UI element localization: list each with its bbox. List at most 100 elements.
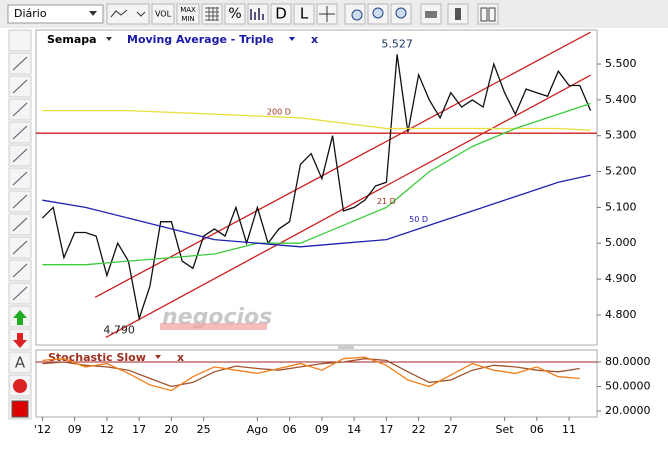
icon xyxy=(351,9,363,21)
percent-button[interactable] xyxy=(224,3,246,25)
icon xyxy=(395,7,407,19)
d-text: D xyxy=(275,5,287,23)
series-line xyxy=(42,174,591,248)
percent-text: % xyxy=(228,6,241,22)
series-label: 21 D xyxy=(377,197,396,206)
up-arrow-tool[interactable] xyxy=(13,310,27,325)
dropdown-arrow xyxy=(289,37,295,41)
y-tick-label: 20.0000 xyxy=(605,404,651,417)
y-tick-label: 5.400 xyxy=(605,93,637,106)
period-select[interactable] xyxy=(7,4,104,24)
period-text: Diário xyxy=(14,7,47,20)
main-frame xyxy=(35,29,598,346)
l-text: L xyxy=(300,5,309,23)
icon xyxy=(12,217,28,232)
x-tick-label: 11 xyxy=(562,423,576,436)
maxmin-button[interactable] xyxy=(176,3,200,25)
tool-button[interactable] xyxy=(8,29,32,52)
icon xyxy=(12,194,28,209)
icon xyxy=(372,7,384,19)
x-tick-label: 09 xyxy=(68,423,82,436)
trend-line xyxy=(94,31,591,298)
x-tick-label: 17 xyxy=(132,423,146,436)
y-tick-label: 4.900 xyxy=(605,272,637,285)
min-text: MIN xyxy=(181,15,194,23)
l-button[interactable] xyxy=(293,3,315,25)
y-tick-label: 50.0000 xyxy=(605,380,651,393)
series-label: 200 D xyxy=(267,107,291,116)
x-tick-label: 27 xyxy=(444,423,458,436)
line-type-button[interactable] xyxy=(106,3,150,25)
trend-line xyxy=(105,74,591,339)
dropdown-arrow xyxy=(155,355,161,359)
x-tick-label: 22 xyxy=(412,423,426,436)
icon xyxy=(12,148,28,163)
icon xyxy=(205,7,219,21)
watermark-bar xyxy=(160,323,267,330)
stochastic-label[interactable]: Stochastic Slow xyxy=(48,351,146,364)
y-tick-label: 5.300 xyxy=(605,129,637,142)
dropdown-arrow xyxy=(106,37,112,41)
icon xyxy=(12,263,28,278)
icon xyxy=(480,7,496,22)
vol-button[interactable] xyxy=(151,3,175,25)
icon xyxy=(12,171,28,186)
y-tick-label: 5.500 xyxy=(605,57,637,70)
down-arrow-tool[interactable] xyxy=(13,333,27,348)
indicator-label[interactable]: Moving Average - Triple xyxy=(127,33,274,46)
icon xyxy=(12,240,28,255)
y-tick-label: 80.0000 xyxy=(605,355,651,368)
x-tick-label: 20 xyxy=(164,423,178,436)
icon xyxy=(12,286,28,301)
icon xyxy=(12,56,28,71)
icon xyxy=(110,9,146,18)
x-tick-label: 12 xyxy=(100,423,114,436)
x-tick-label: 09 xyxy=(315,423,329,436)
icon xyxy=(455,8,461,20)
x-tick-label: 14 xyxy=(347,423,361,436)
max-text: MAX xyxy=(180,6,196,14)
y-tick-label: 5.200 xyxy=(605,165,637,178)
annotation: 4.790 xyxy=(103,323,135,336)
series-label: 50 D xyxy=(409,215,428,224)
close-indicator[interactable]: x xyxy=(311,33,318,46)
icon xyxy=(12,79,28,94)
x-tick-label: '12 xyxy=(34,423,51,436)
x-tick-label: Set xyxy=(496,423,515,436)
x-tick-label: 06 xyxy=(530,423,544,436)
book-button[interactable] xyxy=(477,3,499,25)
d-button[interactable] xyxy=(270,3,292,25)
tool-button[interactable] xyxy=(8,351,32,374)
series-line xyxy=(42,102,591,266)
lower-frame xyxy=(35,349,598,418)
y-tick-label: 4.800 xyxy=(605,308,637,321)
dropdown-arrow xyxy=(89,11,97,16)
close-stochastic[interactable]: x xyxy=(177,351,184,364)
y-tick-label: 5.000 xyxy=(605,236,637,249)
text-tool[interactable]: A xyxy=(15,354,26,372)
x-tick-label: 17 xyxy=(379,423,393,436)
icon xyxy=(425,11,437,18)
icon xyxy=(12,102,28,117)
color-tool[interactable] xyxy=(11,400,29,418)
series-line xyxy=(41,54,592,322)
x-tick-label: Ago xyxy=(247,423,269,436)
icon xyxy=(319,6,335,22)
delete-tool[interactable] xyxy=(13,379,27,393)
x-tick-label: 25 xyxy=(197,423,211,436)
icon xyxy=(12,125,28,140)
x-tick-label: 06 xyxy=(283,423,297,436)
annotation: 5.527 xyxy=(381,37,413,50)
y-tick-label: 5.100 xyxy=(605,200,637,213)
splitter[interactable] xyxy=(338,345,354,349)
series-line xyxy=(42,356,580,392)
series-line xyxy=(42,358,580,388)
icon xyxy=(250,8,264,20)
symbol-label[interactable]: Semapa xyxy=(47,33,97,46)
series-line xyxy=(42,109,591,131)
vol-text: VOL xyxy=(155,10,172,19)
grid-button[interactable] xyxy=(201,3,223,25)
